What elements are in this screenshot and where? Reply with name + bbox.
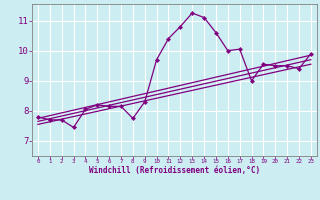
- X-axis label: Windchill (Refroidissement éolien,°C): Windchill (Refroidissement éolien,°C): [89, 166, 260, 175]
